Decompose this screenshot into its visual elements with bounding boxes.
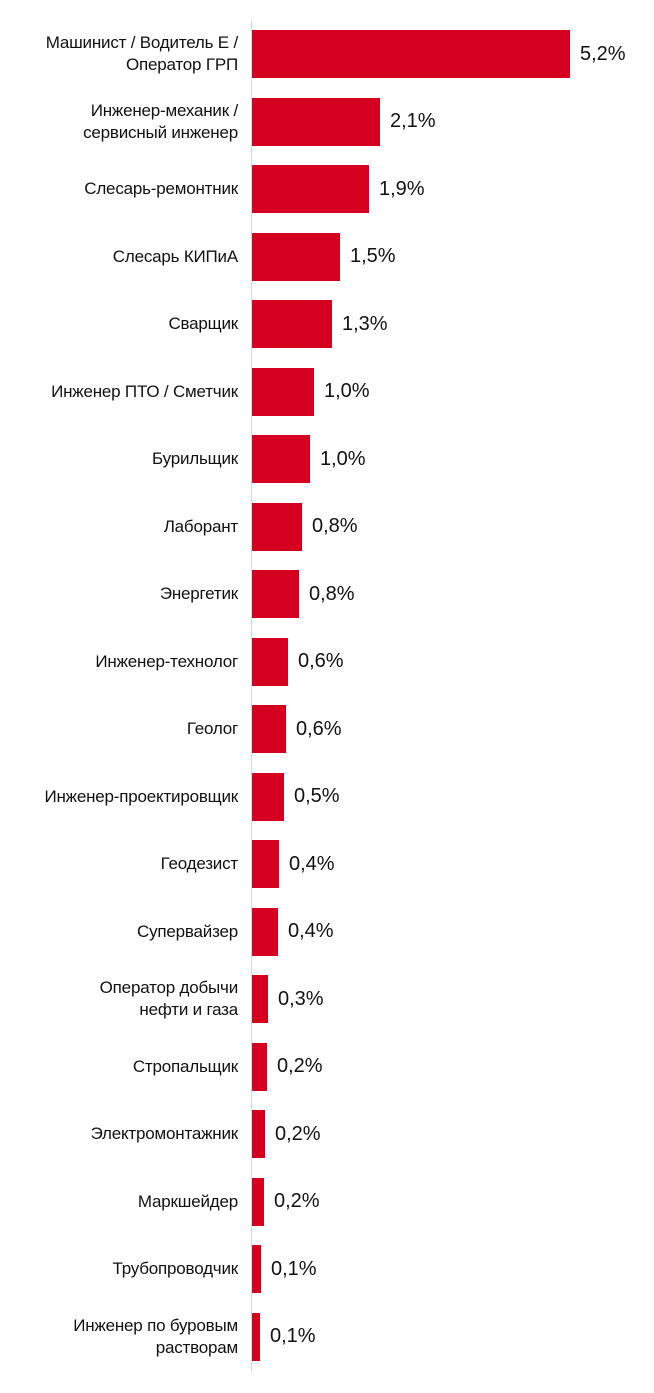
- category-label: Маркшейдер: [137, 1191, 238, 1211]
- bar-row: Машинист / Водитель Е / Оператор ГРП 5,2%: [0, 30, 654, 78]
- bar: [252, 1312, 260, 1361]
- bar: [252, 570, 299, 618]
- category-label: Стропальщик: [132, 1056, 238, 1076]
- category-label: Супервайзер: [137, 921, 238, 941]
- bar: [252, 30, 570, 78]
- bar-row: Стропальщик 0,2%: [0, 1042, 654, 1091]
- bar-row: Электромонтажник 0,2%: [0, 1110, 654, 1158]
- bar: [252, 300, 332, 348]
- category-label: Машинист / Водитель Е / Оператор ГРП: [45, 33, 238, 74]
- value-label: 5,2%: [580, 42, 626, 65]
- category-label: Оператор добычи нефти и газа: [99, 978, 239, 1019]
- category-label: Сварщик: [168, 314, 238, 333]
- bar: [252, 502, 302, 551]
- value-label: 0,2%: [274, 1190, 320, 1212]
- bar: [252, 1245, 261, 1293]
- bar: [252, 435, 310, 483]
- value-label: 0,8%: [312, 515, 358, 537]
- bar-row: Инженер ПТО / Сметчик 1,0%: [0, 367, 654, 416]
- value-label: 1,3%: [342, 312, 388, 335]
- category-label: Инженер-механик / сервисный инженер: [83, 100, 238, 142]
- bar-row: Слесарь КИПиА 1,5%: [0, 232, 654, 281]
- bar: [252, 907, 278, 956]
- bar-row: Супервайзер 0,4%: [0, 907, 654, 956]
- category-label: Трубопроводчик: [112, 1259, 238, 1278]
- value-label: 0,4%: [288, 920, 334, 942]
- bar-row: Инженер по буровым растворам 0,1%: [0, 1312, 654, 1361]
- bar: [252, 1177, 264, 1226]
- value-label: 1,0%: [320, 447, 366, 470]
- bar: [252, 637, 288, 686]
- bar-row: Оператор добычи нефти и газа 0,3%: [0, 975, 654, 1023]
- category-label: Инженер ПТО / Сметчик: [51, 381, 238, 401]
- bar: [252, 1042, 267, 1091]
- bar: [252, 705, 286, 753]
- value-label: 0,3%: [278, 987, 324, 1010]
- category-label: Геолог: [186, 719, 238, 738]
- value-label: 0,2%: [277, 1055, 323, 1077]
- value-label: 1,0%: [324, 380, 370, 402]
- bar-row: Геодезист 0,4%: [0, 840, 654, 888]
- bar-row: Трубопроводчик 0,1%: [0, 1245, 654, 1293]
- bar: [252, 772, 284, 821]
- value-label: 0,5%: [294, 785, 340, 807]
- bar-row: Инженер-технолог 0,6%: [0, 637, 654, 686]
- category-label: Бурильщик: [152, 449, 238, 468]
- category-label: Энергетик: [159, 584, 238, 603]
- category-label: Слесарь-ремонтник: [84, 179, 238, 198]
- category-label: Инженер-технолог: [95, 651, 238, 671]
- value-label: 0,2%: [275, 1122, 321, 1145]
- category-label: Инженер-проектировщик: [44, 786, 238, 806]
- bar-row: Бурильщик 1,0%: [0, 435, 654, 483]
- category-label: Геодезист: [160, 854, 239, 873]
- value-label: 0,1%: [270, 1325, 316, 1347]
- value-label: 0,6%: [298, 650, 344, 672]
- bar-row: Слесарь-ремонтник 1,9%: [0, 165, 654, 213]
- category-axis-line: [251, 21, 252, 1371]
- category-label: Электромонтажник: [90, 1124, 239, 1143]
- category-label: Инженер по буровым растворам: [73, 1315, 238, 1357]
- bar-row: Энергетик 0,8%: [0, 570, 654, 618]
- bar-row: Маркшейдер 0,2%: [0, 1177, 654, 1226]
- bar-row: Сварщик 1,3%: [0, 300, 654, 348]
- bar: [252, 840, 279, 888]
- value-label: 0,4%: [289, 852, 335, 875]
- bar: [252, 367, 314, 416]
- value-label: 1,9%: [379, 177, 425, 200]
- category-label: Лаборант: [163, 516, 238, 536]
- value-label: 0,1%: [271, 1257, 317, 1280]
- bar-row: Инженер-механик / сервисный инженер 2,1%: [0, 97, 654, 146]
- bar: [252, 975, 268, 1023]
- category-label: Слесарь КИПиА: [112, 246, 238, 266]
- bar-row: Геолог 0,6%: [0, 705, 654, 753]
- value-label: 2,1%: [390, 110, 436, 132]
- bar: [252, 232, 340, 281]
- value-label: 1,5%: [350, 245, 396, 267]
- bar: [252, 97, 380, 146]
- value-label: 0,6%: [296, 717, 342, 740]
- value-label: 0,8%: [309, 582, 355, 605]
- bar: [252, 1110, 265, 1158]
- bar-row: Инженер-проектировщик 0,5%: [0, 772, 654, 821]
- bar-row: Лаборант 0,8%: [0, 502, 654, 551]
- bar: [252, 165, 369, 213]
